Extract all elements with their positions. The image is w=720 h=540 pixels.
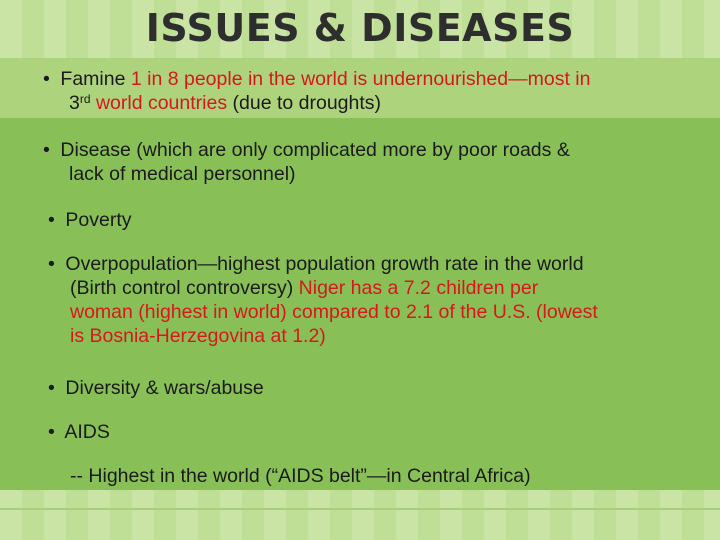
- overpopulation-line3: woman (highest in world) compared to 2.1…: [70, 301, 598, 323]
- diversity-text: Diversity & wars/abuse: [65, 377, 264, 399]
- bullet-marker: •: [43, 139, 50, 161]
- light-band: [0, 58, 720, 118]
- main-band: [0, 118, 720, 490]
- bullet-poverty: • Poverty: [48, 208, 132, 232]
- bottom-divider: [0, 508, 720, 510]
- disease-line1: Disease (which are only complicated more…: [60, 139, 570, 161]
- bullet-marker: •: [43, 68, 50, 90]
- bullet-famine: • Famine 1 in 8 people in the world is u…: [43, 67, 590, 115]
- bullet-disease: • Disease (which are only complicated mo…: [43, 138, 570, 186]
- slide-title: ISSUES & DISEASES: [145, 6, 575, 50]
- famine-countries: world countries: [90, 92, 228, 114]
- aids-text: AIDS: [64, 421, 110, 443]
- overpopulation-line2: (Birth control controversy) Niger has a …: [48, 276, 598, 300]
- bullet-aids: • AIDS: [48, 420, 110, 444]
- bullet-marker: •: [48, 377, 55, 399]
- famine-line2: 3rd world countries (due to droughts): [43, 91, 590, 115]
- famine-stat: 1 in 8 people in the world is undernouri…: [130, 68, 591, 90]
- birth-control-text: (Birth control controversy): [70, 277, 299, 299]
- top-band: [0, 0, 720, 58]
- famine-ordinal: 3: [69, 92, 80, 114]
- aids-belt-note: -- Highest in the world (“AIDS belt”—in …: [70, 465, 531, 487]
- niger-stat: Niger has a 7.2 children per: [298, 277, 539, 299]
- overpopulation-line1: Overpopulation—highest population growth…: [65, 253, 584, 275]
- famine-cause: (due to droughts): [227, 92, 382, 114]
- bullet-marker: •: [48, 253, 55, 275]
- bullet-marker: •: [48, 209, 55, 231]
- poverty-text: Poverty: [65, 209, 132, 231]
- bottom-band: [0, 490, 720, 540]
- famine-lead: Famine: [60, 68, 131, 90]
- disease-line2: lack of medical personnel): [69, 163, 296, 185]
- overpopulation-line4: is Bosnia-Herzegovina at 1.2): [70, 325, 326, 347]
- famine-ordinal-sup: rd: [79, 92, 91, 106]
- bullet-diversity: • Diversity & wars/abuse: [48, 376, 264, 400]
- bullet-overpopulation: • Overpopulation—highest population grow…: [48, 252, 598, 348]
- bullet-marker: •: [48, 421, 55, 443]
